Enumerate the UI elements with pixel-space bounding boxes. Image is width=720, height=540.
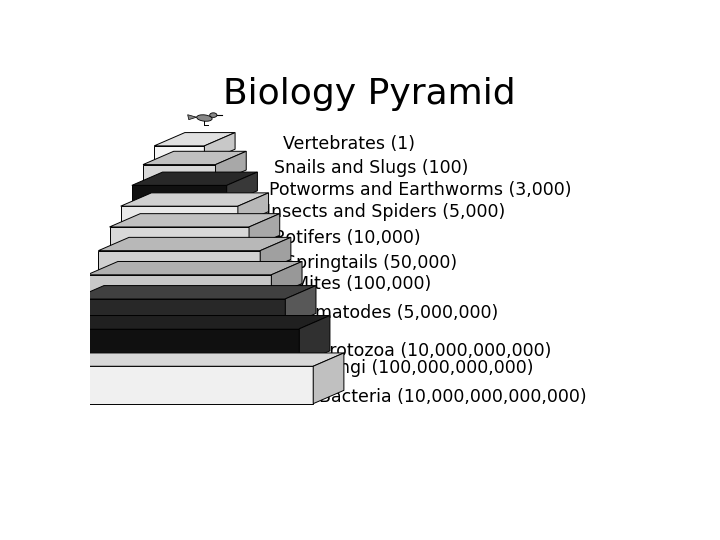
Polygon shape [215,151,246,183]
Text: Rotifers (10,000): Rotifers (10,000) [274,229,420,247]
Polygon shape [45,366,313,404]
Polygon shape [109,214,280,227]
Polygon shape [143,151,246,165]
Polygon shape [73,286,316,299]
Polygon shape [227,172,258,204]
Polygon shape [285,286,316,327]
Text: Springtails (50,000): Springtails (50,000) [285,254,457,272]
Polygon shape [121,206,238,225]
Polygon shape [59,315,330,329]
Polygon shape [154,146,204,163]
Text: Mites (100,000): Mites (100,000) [294,275,431,293]
Text: Biology Pyramid: Biology Pyramid [222,77,516,111]
Polygon shape [313,353,344,404]
Polygon shape [121,193,269,206]
Polygon shape [132,172,258,185]
Text: Bacteria (10,000,000,000,000): Bacteria (10,000,000,000,000) [319,388,586,407]
Polygon shape [238,193,269,225]
Polygon shape [260,238,291,273]
Polygon shape [271,261,302,297]
Text: Vertebrates (1): Vertebrates (1) [282,135,415,153]
Polygon shape [99,238,291,251]
Ellipse shape [197,115,212,122]
Polygon shape [300,315,330,364]
Text: Snails and Slugs (100): Snails and Slugs (100) [274,159,469,177]
Ellipse shape [210,113,217,117]
Polygon shape [204,133,235,163]
Polygon shape [154,133,235,146]
Text: Nematodes (5,000,000): Nematodes (5,000,000) [291,305,498,322]
Polygon shape [73,299,285,327]
Polygon shape [59,329,300,364]
Polygon shape [109,227,249,248]
Polygon shape [45,353,344,366]
Polygon shape [99,251,260,273]
Polygon shape [87,275,271,297]
Polygon shape [249,214,280,248]
Text: Fungi (100,000,000,000): Fungi (100,000,000,000) [319,359,534,376]
Text: Protozoa (10,000,000,000): Protozoa (10,000,000,000) [319,342,551,360]
Polygon shape [87,261,302,275]
Polygon shape [188,114,197,120]
Text: Insects and Spiders (5,000): Insects and Spiders (5,000) [266,202,505,220]
Text: Potworms and Earthworms (3,000): Potworms and Earthworms (3,000) [269,180,571,199]
Polygon shape [143,165,215,183]
Polygon shape [132,185,227,204]
